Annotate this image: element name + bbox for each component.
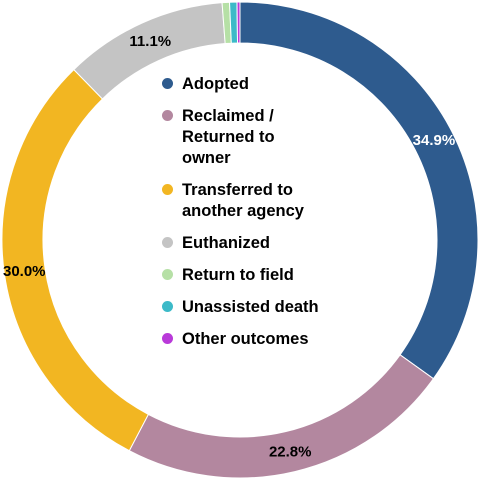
- slice-unassisted-death: [229, 1, 239, 44]
- legend-item-other-outcomes: Other outcomes: [162, 329, 362, 350]
- slice-label-transferred-to-another-agency: 30.0%: [3, 263, 46, 280]
- slice-label-reclaimed-returned-to-owner: 22.8%: [269, 444, 312, 461]
- slice-transferred-to-another-agency: [1, 68, 150, 452]
- legend-item-transferred: Transferred to another agency: [162, 180, 362, 222]
- legend-label: Other outcomes: [182, 330, 309, 348]
- legend-marker: [162, 78, 173, 89]
- legend-label: Unassisted death: [182, 298, 319, 316]
- slice-label-euthanized: 11.1%: [129, 33, 171, 50]
- legend: Adopted Reclaimed / Returned to owner Tr…: [162, 74, 362, 361]
- legend-marker: [162, 237, 173, 248]
- legend-marker: [162, 184, 173, 195]
- legend-label: Return to field: [182, 266, 294, 284]
- legend-marker: [162, 333, 173, 344]
- legend-label: Adopted: [182, 75, 249, 93]
- legend-marker: [162, 269, 173, 280]
- legend-marker: [162, 110, 173, 121]
- legend-item-adopted: Adopted: [162, 74, 362, 95]
- slice-labels: 34.9% 22.8% 30.0% 11.1%: [3, 33, 455, 461]
- legend-item-unassisted-death: Unassisted death: [162, 297, 362, 318]
- legend-marker: [162, 301, 173, 312]
- slice-label-adopted: 34.9%: [413, 132, 456, 149]
- legend-item-euthanized: Euthanized: [162, 233, 362, 254]
- slice-other-outcomes: [236, 1, 241, 44]
- legend-label: Transferred to another agency: [182, 181, 304, 220]
- slice-adopted: [239, 1, 479, 380]
- legend-label: Euthanized: [182, 234, 271, 252]
- legend-label: Reclaimed / Returned to owner: [182, 107, 275, 167]
- legend-item-return-to-field: Return to field: [162, 265, 362, 286]
- legend-item-reclaimed: Reclaimed / Returned to owner: [162, 106, 362, 169]
